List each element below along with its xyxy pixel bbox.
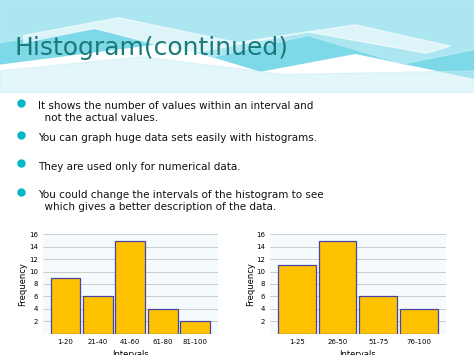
Text: You can graph huge data sets easily with histograms.: You can graph huge data sets easily with… [38, 133, 317, 143]
Text: It shows the number of values within an interval and
  not the actual values.: It shows the number of values within an … [38, 101, 313, 123]
Bar [319, 241, 356, 334]
Polygon shape [0, 0, 474, 78]
Bar [400, 309, 438, 334]
Text: They are used only for numerical data.: They are used only for numerical data. [38, 162, 240, 171]
Bar [180, 321, 210, 334]
Bar [148, 309, 178, 334]
Y-axis label: Frequency: Frequency [246, 262, 255, 306]
Bar [116, 241, 145, 334]
X-axis label: Intervals: Intervals [339, 350, 376, 355]
Polygon shape [24, 18, 450, 53]
Bar [278, 266, 316, 334]
Bar [359, 296, 397, 334]
Bar [83, 296, 113, 334]
Text: You could change the intervals of the histogram to see
  which gives a better de: You could change the intervals of the hi… [38, 190, 324, 212]
Polygon shape [0, 57, 474, 92]
Polygon shape [0, 0, 474, 64]
X-axis label: Intervals: Intervals [112, 350, 149, 355]
Bar [51, 278, 81, 334]
Y-axis label: Frequency: Frequency [18, 262, 27, 306]
Text: Histogram(continued): Histogram(continued) [14, 36, 288, 60]
